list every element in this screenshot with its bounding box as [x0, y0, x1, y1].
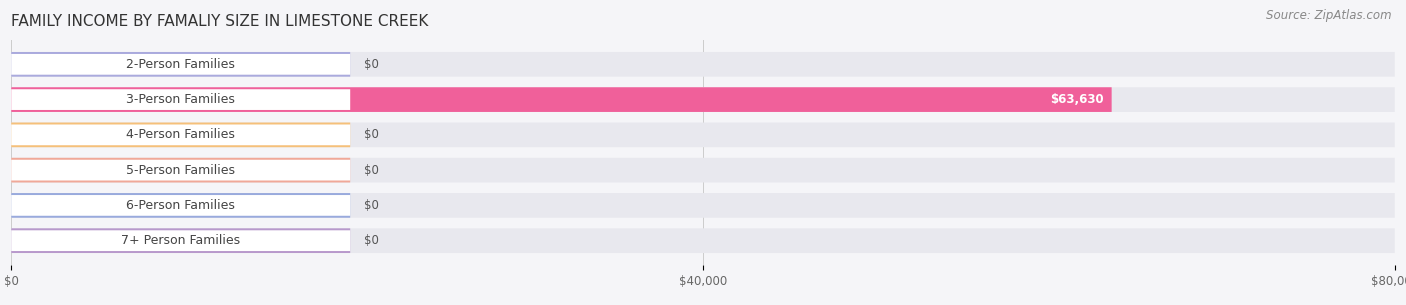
FancyBboxPatch shape [11, 228, 1395, 253]
Text: 6-Person Families: 6-Person Families [127, 199, 235, 212]
Text: $0: $0 [364, 164, 378, 177]
FancyBboxPatch shape [11, 230, 350, 251]
FancyBboxPatch shape [11, 52, 350, 77]
Text: $0: $0 [364, 199, 378, 212]
FancyBboxPatch shape [11, 87, 1395, 112]
FancyBboxPatch shape [11, 124, 350, 145]
FancyBboxPatch shape [11, 158, 350, 182]
FancyBboxPatch shape [11, 228, 350, 253]
Text: $0: $0 [364, 234, 378, 247]
Text: 3-Person Families: 3-Person Families [127, 93, 235, 106]
Text: 2-Person Families: 2-Person Families [127, 58, 235, 71]
Text: Source: ZipAtlas.com: Source: ZipAtlas.com [1267, 9, 1392, 22]
Text: $0: $0 [364, 58, 378, 71]
Text: 7+ Person Families: 7+ Person Families [121, 234, 240, 247]
FancyBboxPatch shape [11, 195, 350, 216]
Text: 4-Person Families: 4-Person Families [127, 128, 235, 141]
Text: FAMILY INCOME BY FAMALIY SIZE IN LIMESTONE CREEK: FAMILY INCOME BY FAMALIY SIZE IN LIMESTO… [11, 14, 429, 29]
Text: $0: $0 [364, 128, 378, 141]
FancyBboxPatch shape [11, 89, 350, 110]
FancyBboxPatch shape [11, 123, 1395, 147]
FancyBboxPatch shape [11, 87, 1112, 112]
Text: $63,630: $63,630 [1050, 93, 1104, 106]
FancyBboxPatch shape [11, 193, 1395, 218]
FancyBboxPatch shape [11, 123, 350, 147]
FancyBboxPatch shape [11, 160, 350, 181]
FancyBboxPatch shape [11, 52, 1395, 77]
Text: 5-Person Families: 5-Person Families [127, 164, 235, 177]
FancyBboxPatch shape [11, 54, 350, 75]
FancyBboxPatch shape [11, 158, 1395, 182]
FancyBboxPatch shape [11, 193, 350, 218]
